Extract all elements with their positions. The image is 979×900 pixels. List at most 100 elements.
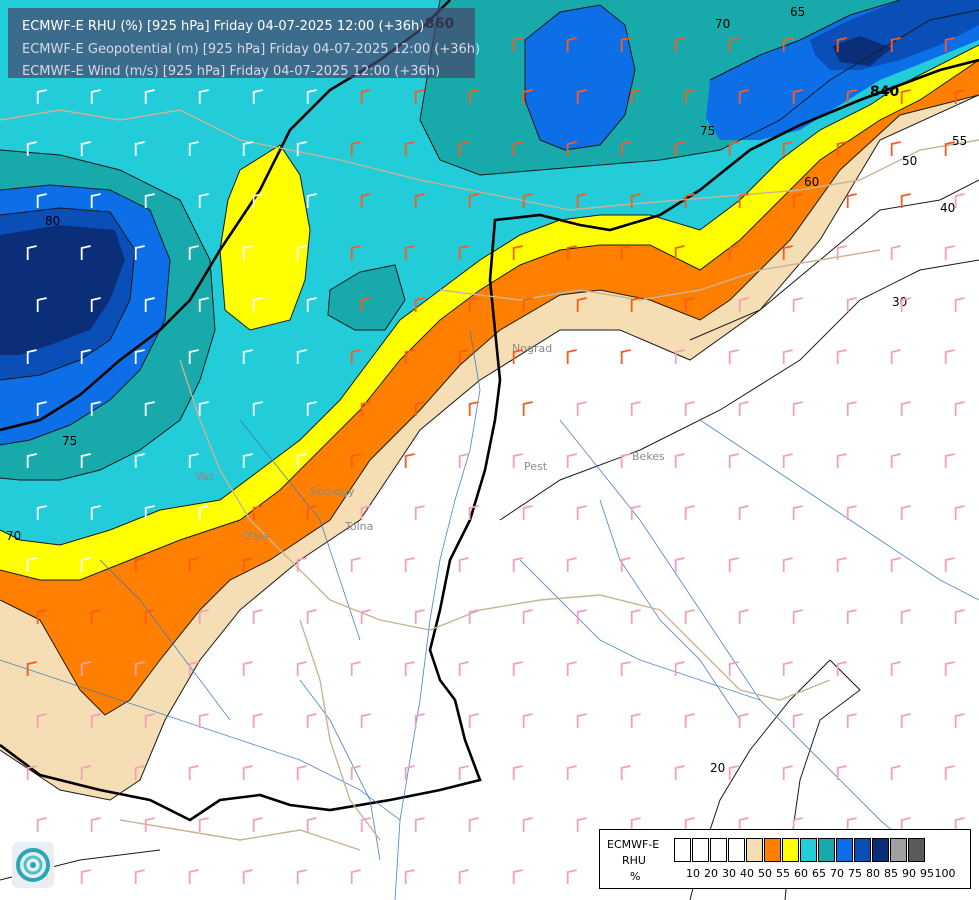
wind-barb-icon bbox=[350, 453, 361, 468]
wind-barb-icon bbox=[458, 661, 469, 676]
wind-barb-icon bbox=[252, 609, 263, 624]
rh-blob-70 bbox=[328, 265, 405, 330]
wind-barb-icon bbox=[134, 869, 145, 884]
wind-barb-icon bbox=[296, 869, 307, 884]
wind-barb-icon bbox=[684, 713, 695, 728]
wind-barb-icon bbox=[36, 297, 47, 312]
wind-barb-icon bbox=[576, 609, 587, 624]
wind-barb-icon bbox=[90, 817, 101, 832]
wind-barb-icon bbox=[630, 401, 641, 416]
wind-barb-icon bbox=[198, 297, 209, 312]
wind-barb-icon bbox=[468, 505, 479, 520]
legend-swatch bbox=[890, 838, 907, 862]
wind-barb-icon bbox=[684, 89, 695, 104]
wind-barb-icon bbox=[134, 661, 145, 676]
wind-barb-icon bbox=[198, 89, 209, 104]
wind-barb-icon bbox=[944, 37, 955, 52]
wind-barb-icon bbox=[620, 245, 631, 260]
wind-barb-icon bbox=[566, 661, 577, 676]
wind-barb-icon bbox=[458, 869, 469, 884]
wind-barb-icon bbox=[900, 609, 911, 624]
wind-barb-icon bbox=[954, 193, 965, 208]
contour-label-20: 20 bbox=[710, 761, 725, 775]
wind-barb-icon bbox=[630, 193, 641, 208]
wind-barb-icon bbox=[522, 89, 533, 104]
legend-swatch bbox=[674, 838, 691, 862]
wind-barb-icon bbox=[954, 401, 965, 416]
wind-barb-icon bbox=[404, 245, 415, 260]
wind-barb-icon bbox=[144, 297, 155, 312]
wind-barb-icon bbox=[782, 661, 793, 676]
wind-barb-icon bbox=[198, 817, 209, 832]
wind-barb-icon bbox=[468, 817, 479, 832]
wind-barb-icon bbox=[944, 557, 955, 572]
wind-barb-icon bbox=[954, 609, 965, 624]
header-rhu-line: ECMWF-E RHU (%) [925 hPa] Friday 04-07-2… bbox=[22, 19, 425, 34]
rhu-legend: ECMWF-E RHU % 10 20 30 40 50 55 60 65 70 75 80 85 90… bbox=[599, 829, 971, 889]
wind-barb-icon bbox=[684, 817, 695, 832]
wind-barb-icon bbox=[674, 141, 685, 156]
wind-barb-icon bbox=[414, 401, 425, 416]
wind-barb-icon bbox=[684, 401, 695, 416]
wind-barb-icon bbox=[26, 765, 37, 780]
wind-barb-icon bbox=[738, 89, 749, 104]
wind-barb-icon bbox=[414, 193, 425, 208]
wind-barb-icon bbox=[198, 609, 209, 624]
wind-barb-icon bbox=[674, 349, 685, 364]
wind-barb-icon bbox=[242, 661, 253, 676]
wind-barb-icon bbox=[630, 713, 641, 728]
wind-barb-icon bbox=[26, 661, 37, 676]
region-label-vas: Vas bbox=[195, 470, 214, 483]
wind-barb-icon bbox=[198, 193, 209, 208]
wind-barb-icon bbox=[306, 401, 317, 416]
wind-barb-icon bbox=[576, 193, 587, 208]
wind-barb-icon bbox=[296, 349, 307, 364]
wind-barb-icon bbox=[944, 661, 955, 676]
legend-swatch bbox=[746, 838, 763, 862]
wind-barb-icon bbox=[836, 37, 847, 52]
wind-barb-icon bbox=[242, 245, 253, 260]
wind-barb-icon bbox=[134, 765, 145, 780]
wind-barb-icon bbox=[134, 141, 145, 156]
wind-barb-icon bbox=[782, 557, 793, 572]
wind-barb-icon bbox=[890, 141, 901, 156]
wind-barb-icon bbox=[620, 661, 631, 676]
wind-barb-icon bbox=[944, 453, 955, 468]
wind-barb-icon bbox=[242, 765, 253, 780]
wind-barb-icon bbox=[306, 89, 317, 104]
wind-barb-icon bbox=[846, 193, 857, 208]
wind-barb-icon bbox=[954, 297, 965, 312]
wind-barb-icon bbox=[944, 765, 955, 780]
contour-label-75-west: 75 bbox=[62, 434, 77, 448]
region-label-somogy: Somogy bbox=[310, 485, 355, 498]
wind-barb-icon bbox=[252, 401, 263, 416]
wind-barb-icon bbox=[404, 661, 415, 676]
wind-barb-icon bbox=[468, 713, 479, 728]
wind-barb-icon bbox=[306, 609, 317, 624]
legend-tick-label: 50 bbox=[758, 867, 772, 880]
wind-barb-icon bbox=[252, 713, 263, 728]
wind-barb-icon bbox=[90, 505, 101, 520]
wind-barb-icon bbox=[468, 401, 479, 416]
wind-barb-icon bbox=[404, 453, 415, 468]
wind-barb-icon bbox=[738, 713, 749, 728]
wind-barb-icon bbox=[36, 505, 47, 520]
wind-barb-icon bbox=[836, 141, 847, 156]
wind-barb-icon bbox=[36, 193, 47, 208]
wind-barb-icon bbox=[252, 89, 263, 104]
wind-barb-icon bbox=[512, 869, 523, 884]
wind-barb-icon bbox=[414, 297, 425, 312]
wind-barb-icon bbox=[620, 349, 631, 364]
wind-barb-icon bbox=[360, 713, 371, 728]
wind-barb-icon bbox=[350, 557, 361, 572]
wind-barb-icon bbox=[512, 245, 523, 260]
wind-barb-icon bbox=[350, 245, 361, 260]
legend-tick-label: 75 bbox=[848, 867, 862, 880]
wind-barb-icon bbox=[512, 661, 523, 676]
wind-barb-icon bbox=[522, 505, 533, 520]
wind-barb-icon bbox=[900, 193, 911, 208]
ecmwf-logo-icon bbox=[12, 842, 54, 888]
wind-barb-icon bbox=[80, 349, 91, 364]
wind-barb-icon bbox=[252, 505, 263, 520]
